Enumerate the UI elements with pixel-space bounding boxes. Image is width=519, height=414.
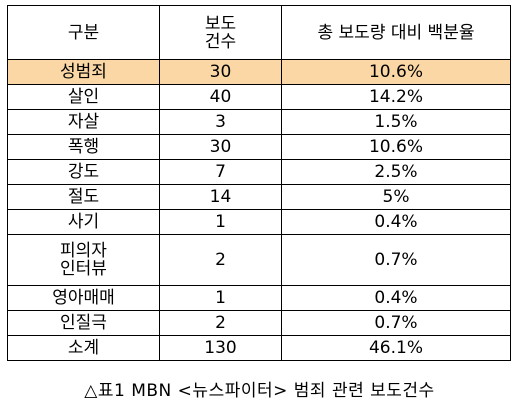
table-row: 자살 3 1.5%	[7, 109, 511, 135]
cell-count: 14	[159, 184, 282, 210]
cell-category: 사기	[7, 209, 160, 235]
cell-category: 자살	[7, 109, 160, 135]
header-ratio: 총 보도량 대비 백분율	[281, 5, 511, 60]
table-row: 인질극 2 0.7%	[7, 310, 511, 336]
table-row: 강도 7 2.5%	[7, 159, 511, 185]
cell-count: 130	[159, 335, 282, 361]
cell-category: 소계	[7, 335, 160, 361]
cell-category: 폭행	[7, 134, 160, 160]
cell-count: 7	[159, 159, 282, 185]
cell-count: 3	[159, 109, 282, 135]
cell-count: 1	[159, 285, 282, 311]
cell-count: 1	[159, 209, 282, 235]
table-row: 성범죄 30 10.6%	[7, 59, 511, 85]
cell-count: 30	[159, 134, 282, 160]
cell-ratio: 0.4%	[281, 209, 511, 235]
cell-category-line1: 피의자	[60, 241, 107, 261]
cell-category: 살인	[7, 84, 160, 110]
cell-ratio: 0.4%	[281, 285, 511, 311]
cell-ratio: 5%	[281, 184, 511, 210]
table-row: 폭행 30 10.6%	[7, 134, 511, 160]
cell-ratio: 10.6%	[281, 59, 511, 85]
cell-category: 피의자 인터뷰	[7, 234, 160, 286]
header-count-line1: 보도	[204, 13, 237, 34]
cell-category: 절도	[7, 184, 160, 210]
table-row: 피의자 인터뷰 2 0.7%	[7, 234, 511, 286]
cell-category: 영아매매	[7, 285, 160, 311]
cell-count: 30	[159, 59, 282, 85]
header-category: 구분	[7, 5, 160, 60]
cell-category: 인질극	[7, 310, 160, 336]
cell-count: 2	[159, 234, 282, 286]
cell-ratio: 10.6%	[281, 134, 511, 160]
cell-ratio: 0.7%	[281, 310, 511, 336]
cell-category-line2: 인터뷰	[60, 259, 107, 279]
table-row: 살인 40 14.2%	[7, 84, 511, 110]
cell-ratio: 1.5%	[281, 109, 511, 135]
cell-count: 2	[159, 310, 282, 336]
table-header-row: 구분 보도 건수 총 보도량 대비 백분율	[7, 5, 511, 60]
cell-ratio: 0.7%	[281, 234, 511, 286]
crime-report-table: 구분 보도 건수 총 보도량 대비 백분율 성범죄 30 10.6% 살인 40…	[7, 5, 511, 361]
table-row: 사기 1 0.4%	[7, 209, 511, 235]
cell-ratio: 46.1%	[281, 335, 511, 361]
table-row: 영아매매 1 0.4%	[7, 285, 511, 311]
table-row-subtotal: 소계 130 46.1%	[7, 335, 511, 361]
header-count-line2: 건수	[204, 31, 237, 52]
cell-category: 강도	[7, 159, 160, 185]
cell-ratio: 14.2%	[281, 84, 511, 110]
table-caption: △표1 MBN <뉴스파이터> 범죄 관련 보도건수	[84, 381, 435, 401]
header-count: 보도 건수	[159, 5, 282, 60]
cell-count: 40	[159, 84, 282, 110]
cell-category: 성범죄	[7, 59, 160, 85]
cell-ratio: 2.5%	[281, 159, 511, 185]
table-row: 절도 14 5%	[7, 184, 511, 210]
report-table-container: 구분 보도 건수 총 보도량 대비 백분율 성범죄 30 10.6% 살인 40…	[7, 5, 511, 361]
